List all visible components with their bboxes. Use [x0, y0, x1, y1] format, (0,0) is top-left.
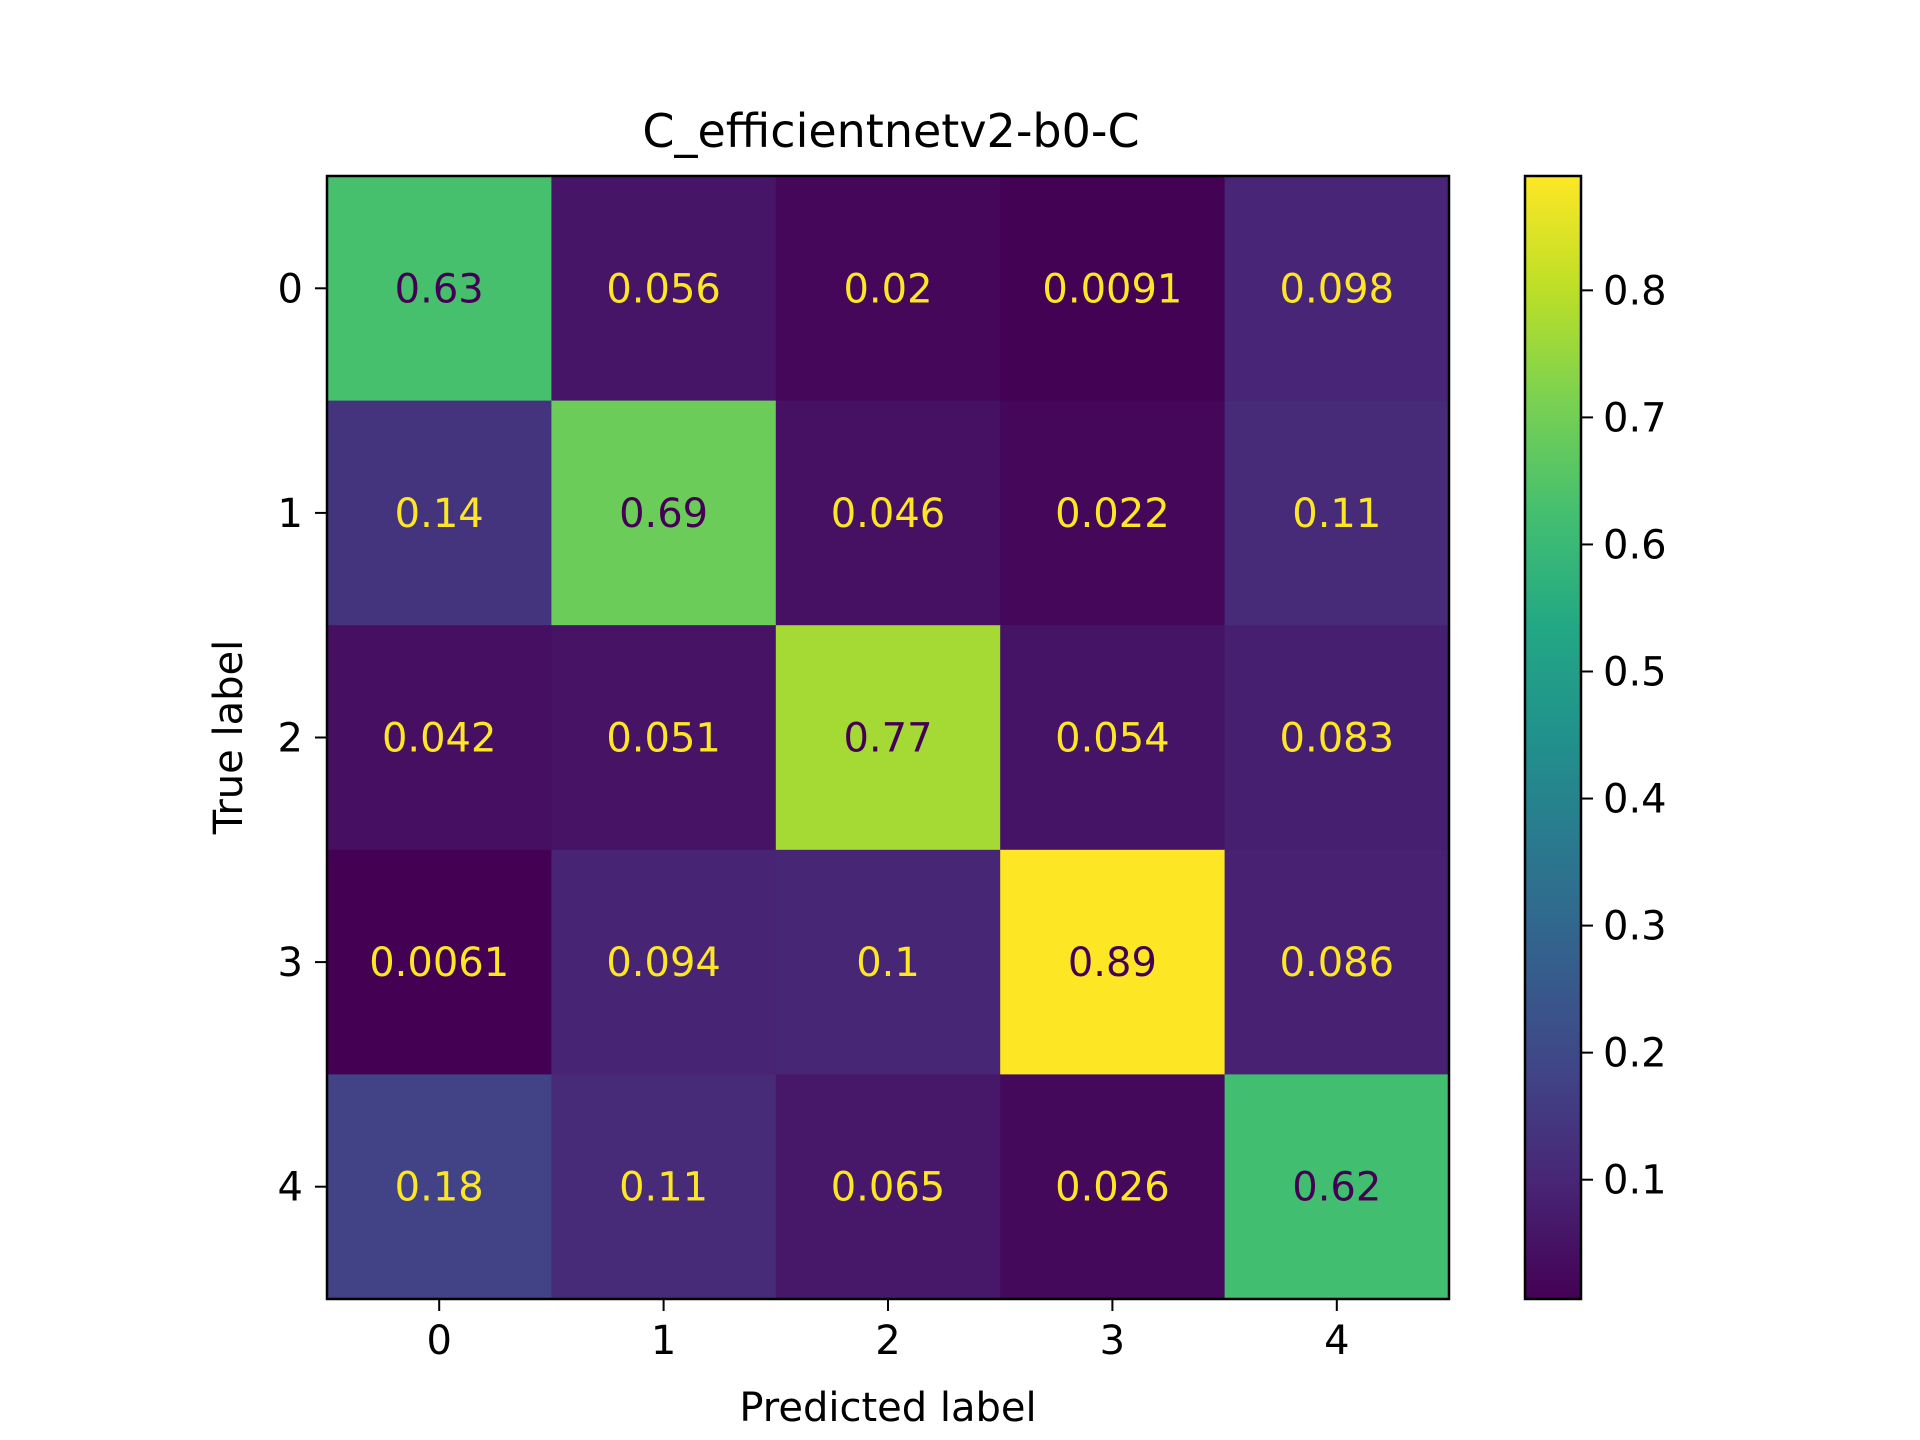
heatmap-cell	[551, 176, 777, 402]
heatmap-cell	[775, 1074, 1001, 1300]
y-tick-label: 0	[278, 266, 303, 312]
heatmap-cell	[1224, 849, 1450, 1075]
colorbar-tick-label: 0.6	[1603, 522, 1667, 568]
colorbar-tick-label: 0.7	[1603, 395, 1667, 441]
y-tick-label: 2	[278, 716, 303, 762]
cell-value-label: 0.098	[1280, 266, 1395, 312]
y-tick-label: 4	[278, 1165, 303, 1211]
cell-value-label: 0.11	[1292, 491, 1381, 537]
heatmap-cell	[775, 176, 1001, 402]
cell-value-label: 0.042	[382, 716, 497, 762]
x-tick-label: 4	[1324, 1318, 1349, 1364]
heatmap-cell	[551, 849, 777, 1075]
chart-title: C_efficientnetv2-b0-C	[642, 104, 1139, 158]
cell-value-label: 0.054	[1055, 716, 1170, 762]
colorbar-tick-label: 0.2	[1603, 1031, 1667, 1077]
x-tick-label: 3	[1100, 1318, 1125, 1364]
colorbar-tick-label: 0.1	[1603, 1158, 1667, 1204]
colorbar-tick-label: 0.5	[1603, 649, 1667, 695]
cell-value-label: 0.69	[619, 491, 708, 537]
x-tick-label: 1	[651, 1318, 676, 1364]
y-tick-label: 1	[278, 491, 303, 537]
heatmap-cell	[1000, 400, 1226, 626]
cell-value-label: 0.1	[856, 940, 920, 986]
cell-value-label: 0.0091	[1042, 266, 1182, 312]
heatmap-cell	[1000, 625, 1226, 851]
y-axis-ticks: 0 1 2 3 4	[278, 266, 327, 1211]
y-tick-label: 3	[278, 940, 303, 986]
cell-value-label: 0.14	[395, 491, 484, 537]
heatmap-cell	[1000, 849, 1226, 1075]
cell-value-label: 0.026	[1055, 1165, 1170, 1211]
cell-value-label: 0.0061	[369, 940, 509, 986]
heatmap-cell	[551, 400, 777, 626]
cell-value-label: 0.18	[395, 1165, 484, 1211]
cell-value-label: 0.63	[395, 266, 484, 312]
cell-value-label: 0.11	[619, 1165, 708, 1211]
heatmap-cell	[1000, 176, 1226, 402]
heatmap-cell	[775, 625, 1001, 851]
x-tick-label: 2	[875, 1318, 900, 1364]
cell-value-label: 0.77	[843, 716, 932, 762]
heatmap-cell	[1224, 176, 1450, 402]
heatmap-cell	[327, 849, 552, 1075]
cell-value-label: 0.056	[606, 266, 721, 312]
heatmap-cell	[775, 400, 1001, 626]
colorbar-tick-label: 0.8	[1603, 268, 1667, 314]
x-tick-label: 0	[426, 1318, 451, 1364]
heatmap-cell	[551, 1074, 777, 1300]
y-axis-label: True label	[206, 640, 252, 835]
cell-value-label: 0.083	[1280, 716, 1395, 762]
heatmap-cell	[1224, 400, 1450, 626]
heatmap-cell	[551, 625, 777, 851]
x-axis-ticks: 0 1 2 3 4	[426, 1299, 1350, 1364]
cell-value-label: 0.02	[843, 266, 932, 312]
colorbar-tick-label: 0.4	[1603, 777, 1667, 823]
cell-value-label: 0.89	[1068, 940, 1157, 986]
heatmap-cell	[775, 849, 1001, 1075]
cell-value-label: 0.046	[831, 491, 946, 537]
heatmap-cell	[327, 1074, 552, 1300]
colorbar-tick-label: 0.3	[1603, 904, 1667, 950]
heatmap-cell	[327, 625, 552, 851]
heatmap-cell	[1224, 625, 1450, 851]
x-axis-label: Predicted label	[739, 1385, 1036, 1431]
colorbar	[1523, 174, 1583, 1301]
cell-value-label: 0.086	[1280, 940, 1395, 986]
heatmap-cell	[327, 176, 552, 402]
cell-value-label: 0.62	[1292, 1165, 1381, 1211]
heatmap-cell	[1000, 1074, 1226, 1300]
cell-value-label: 0.051	[606, 716, 721, 762]
cell-value-label: 0.022	[1055, 491, 1170, 537]
heatmap-cell	[327, 400, 552, 626]
heatmap-cells: 0.63 0.056 0.02 0.0091 0.098 0.14 0.69 0.046 0.0…	[327, 176, 1450, 1300]
colorbar-ticks: 0.1 0.2 0.3 0.4 0.5 0.6 0.7 0.8	[1581, 268, 1667, 1204]
cell-value-label: 0.065	[831, 1165, 946, 1211]
heatmap-cell	[1224, 1074, 1450, 1300]
cell-value-label: 0.094	[606, 940, 721, 986]
